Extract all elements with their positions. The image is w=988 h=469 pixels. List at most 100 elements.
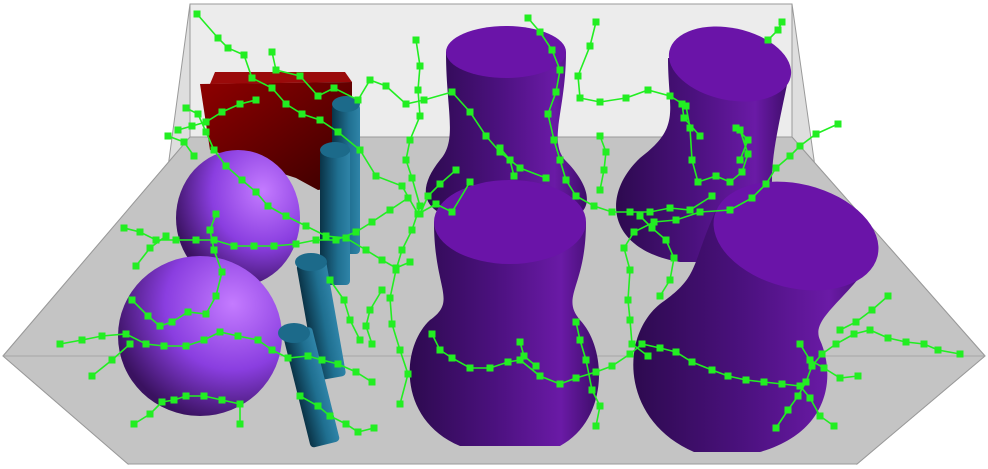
graph-edge [839, 295, 889, 331]
graph-node [174, 126, 182, 134]
graph-node [236, 420, 244, 428]
graph-node [202, 118, 210, 126]
graph-node [778, 18, 786, 26]
graph-node [712, 172, 720, 180]
graph-node [108, 356, 116, 364]
graph-node [156, 322, 164, 330]
graph-node [128, 296, 136, 304]
graph-node [448, 88, 456, 96]
graph-node [836, 374, 844, 382]
graph-node [818, 350, 826, 358]
graph-node [322, 232, 330, 240]
graph-node [296, 72, 304, 80]
graph-node [784, 406, 792, 414]
graph-node [396, 400, 404, 408]
graph-node [296, 392, 304, 400]
graph-node [556, 156, 564, 164]
graph-node [536, 372, 544, 380]
graph-node [496, 148, 504, 156]
graph-node [816, 412, 824, 420]
red-block-front [200, 82, 352, 190]
graph-node [812, 130, 820, 138]
graph-node [596, 186, 604, 194]
graph-edge [271, 51, 547, 179]
red-block [200, 72, 352, 190]
graph-node [672, 216, 680, 224]
graph-node [362, 322, 370, 330]
graph-node [548, 46, 556, 54]
graph-edge [185, 107, 411, 269]
graph-node [820, 364, 828, 372]
graph-node [182, 392, 190, 400]
graph-node [516, 338, 524, 346]
graph-node [120, 224, 128, 232]
graph-node [626, 208, 634, 216]
graph-node [130, 420, 138, 428]
graph-node [582, 356, 590, 364]
graph-node [252, 96, 260, 104]
graph-node [748, 194, 756, 202]
graph-node [572, 318, 580, 326]
graph-edge [123, 197, 409, 247]
graph-node [744, 136, 752, 144]
graph-node [520, 352, 528, 360]
graph-node [646, 208, 654, 216]
graph-node [122, 330, 130, 338]
graph-edge [329, 279, 361, 341]
graph-node [622, 94, 630, 102]
graph-node [292, 240, 300, 248]
graph-node [378, 256, 386, 264]
graph-node [404, 370, 412, 378]
graph-node [392, 264, 400, 272]
graph-node [626, 266, 634, 274]
graph-node [536, 28, 544, 36]
graph-node [144, 312, 152, 320]
graph-node [416, 112, 424, 120]
graph-node [436, 180, 444, 188]
graph-node [202, 310, 210, 318]
graph-node [708, 366, 716, 374]
graph-node [686, 124, 694, 132]
graph-node [486, 364, 494, 372]
graph-node [416, 62, 424, 70]
graph-node [836, 326, 844, 334]
graph-node [378, 286, 386, 294]
graph-node [626, 350, 634, 358]
graph-node [222, 162, 230, 170]
graph-node [386, 294, 394, 302]
graph-node [644, 352, 652, 360]
graph-node [282, 212, 290, 220]
graph-node [168, 318, 176, 326]
graph-node [778, 380, 786, 388]
graph-node [142, 340, 150, 348]
graph-node [796, 142, 804, 150]
graph-node [192, 236, 200, 244]
graph-node [88, 372, 96, 380]
graph-node [774, 26, 782, 34]
graph-node [466, 108, 474, 116]
graph-node [372, 172, 380, 180]
purple-sphere-lower [118, 256, 282, 416]
graph-node [590, 202, 598, 210]
graph-node [312, 236, 320, 244]
graph-node [696, 208, 704, 216]
graph-node [644, 86, 652, 94]
graph-node [424, 192, 432, 200]
graph-node [188, 122, 196, 130]
graph-node [342, 234, 350, 242]
graph-node [608, 362, 616, 370]
graph-node [386, 206, 394, 214]
graph-node [366, 306, 374, 314]
graph-node [298, 110, 306, 118]
graph-node [588, 386, 596, 394]
graph-node [592, 18, 600, 26]
graph-node [796, 382, 804, 390]
graph-node [596, 402, 604, 410]
graph-node [448, 354, 456, 362]
graph-node [334, 360, 342, 368]
graph-node [352, 368, 360, 376]
graph-node [956, 350, 964, 358]
graph-node [240, 51, 248, 59]
graph-node [126, 340, 134, 348]
graph-node [404, 194, 412, 202]
